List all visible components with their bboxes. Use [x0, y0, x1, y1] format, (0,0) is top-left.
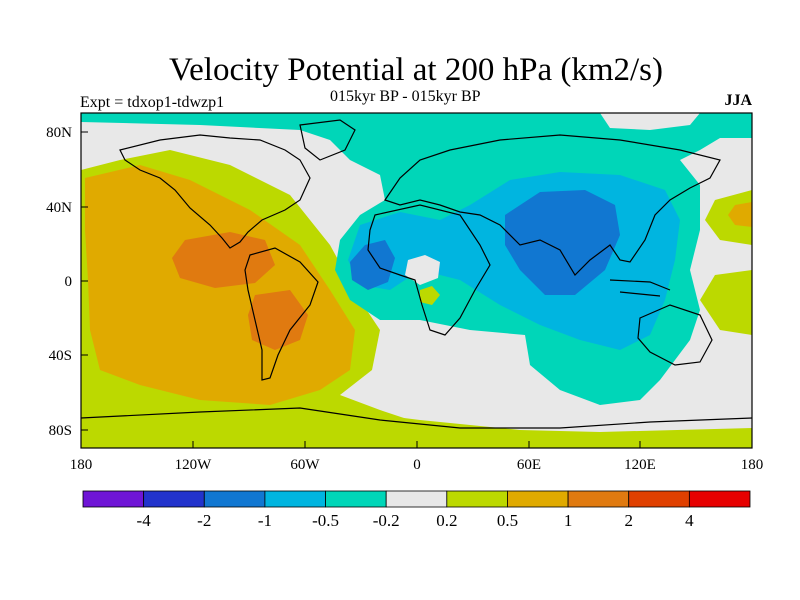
- colorbar-box: [628, 490, 690, 508]
- colorbar-box: [385, 490, 448, 508]
- colorbar-label: 4: [685, 511, 694, 530]
- contour-positive-02-south: [81, 405, 752, 448]
- colorbar-box: [325, 490, 387, 508]
- colorbar-box: [567, 490, 630, 508]
- colorbar: -4 -2 -1 -0.5 -0.2 0.2 0.5 1 2 4: [82, 490, 751, 530]
- colorbar-box: [143, 490, 205, 508]
- coast-australia: [637, 304, 713, 366]
- colorbar-label: 0.2: [436, 511, 457, 530]
- colorbar-box: [446, 490, 508, 508]
- contour-positive-1-north: [172, 232, 275, 288]
- map-subtitle: 015kyr BP - 015kyr BP: [330, 88, 481, 105]
- colorbar-label: 1: [564, 511, 573, 530]
- contour-positive-05-east: [728, 202, 752, 227]
- contour-negative-1-east: [505, 190, 620, 295]
- lon-label-60e: 60E: [517, 457, 541, 473]
- map-plot-area: [81, 113, 752, 448]
- lat-label-40n: 40N: [46, 200, 72, 216]
- colorbar-label: -0.2: [373, 511, 400, 530]
- coast-antarctica: [81, 407, 752, 429]
- contour-neutral-north: [600, 113, 700, 130]
- colorbar-label: -0.5: [312, 511, 339, 530]
- colorbar-box: [82, 490, 145, 508]
- lon-label-0: 0: [413, 457, 421, 473]
- coast-south-america: [244, 247, 319, 381]
- contour-positive-1-south: [248, 290, 308, 350]
- coastlines: [81, 119, 752, 429]
- coast-indonesia: [609, 279, 671, 297]
- colorbar-label: -2: [197, 511, 211, 530]
- lat-label-40s: 40S: [49, 348, 72, 364]
- contour-negative-1-west: [350, 240, 395, 290]
- contour-positive-02-east: [705, 190, 752, 245]
- experiment-label: Expt = tdxop1-tdwzp1: [80, 94, 225, 111]
- lat-label-0: 0: [65, 274, 73, 290]
- lon-label-60w: 60W: [290, 457, 320, 473]
- colorbar-label: 2: [624, 511, 633, 530]
- lat-label-80s: 80S: [49, 423, 72, 439]
- map-title: Velocity Potential at 200 hPa (km2/s): [168, 52, 664, 88]
- colorbar-box: [203, 490, 266, 508]
- lon-label-120w: 120W: [175, 457, 213, 473]
- colorbar-label: -4: [137, 511, 152, 530]
- coast-north-america: [119, 134, 311, 249]
- coast-greenland: [299, 119, 356, 161]
- colorbar-box: [507, 490, 569, 508]
- lon-label-120e: 120E: [624, 457, 656, 473]
- colorbar-label: -1: [258, 511, 272, 530]
- coast-africa: [367, 204, 491, 336]
- colorbar-label: 0.5: [497, 511, 518, 530]
- lat-label-80n: 80N: [46, 125, 72, 141]
- lon-label-180e: 180: [741, 457, 764, 473]
- colorbar-box: [264, 490, 326, 508]
- contour-positive-02-east-south: [700, 270, 752, 335]
- coast-eurasia: [384, 134, 721, 276]
- colorbar-box: [688, 490, 751, 508]
- lon-label-180w: 180: [70, 457, 93, 473]
- contour-neutral-patch: [405, 255, 440, 285]
- season-label: JJA: [724, 92, 752, 109]
- axis-ticks: [80, 131, 753, 448]
- contour-positive-02-patch: [420, 286, 440, 305]
